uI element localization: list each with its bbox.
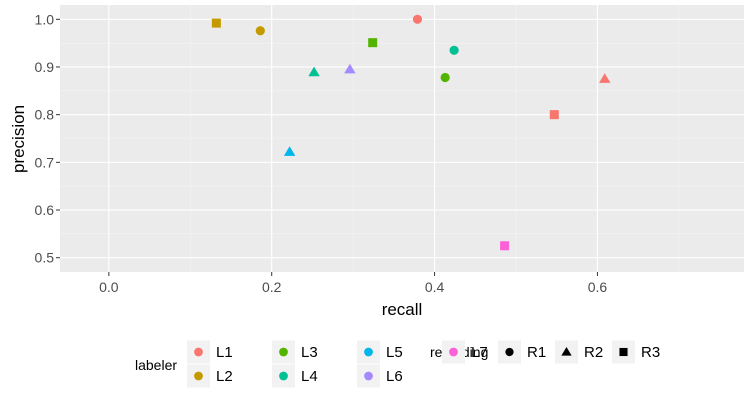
data-point-L4-R1 xyxy=(449,45,459,55)
data-points xyxy=(211,14,611,251)
legend-swatch-R3 xyxy=(619,347,628,357)
legend-label-R3: R3 xyxy=(641,344,660,361)
x-tick-label: 0.0 xyxy=(99,279,119,295)
legend-swatch-L2 xyxy=(194,371,203,381)
legend-swatch-R2 xyxy=(561,346,572,356)
legend-label-L1: L1 xyxy=(216,344,233,361)
axis-ticks: 0.0 0.2 0.4 0.6 0.5 0.6 0.7 0.8 0.9 1.0 xyxy=(35,11,608,295)
legend-swatch-L7 xyxy=(449,347,458,357)
y-tick-label: 0.7 xyxy=(35,154,55,170)
legend-label-L5: L5 xyxy=(386,344,403,361)
data-point-L2-R1 xyxy=(255,26,265,36)
data-point-L1-R1 xyxy=(412,14,423,24)
legend-swatch-R1 xyxy=(505,347,514,357)
legend-label-L2: L2 xyxy=(216,368,233,385)
legend-title-labeler: labeler xyxy=(135,357,177,373)
legend-label-R1: R1 xyxy=(527,344,546,361)
legend-swatch-L4 xyxy=(279,371,288,381)
y-tick-label: 0.6 xyxy=(35,202,55,218)
y-tick-label: 0.9 xyxy=(35,59,55,75)
legend-label-L4: L4 xyxy=(301,368,318,385)
data-point-L7-R3 xyxy=(500,241,510,251)
data-point-L1-R2 xyxy=(599,73,611,83)
data-point-L3-R1 xyxy=(440,72,450,83)
data-point-L2-R3 xyxy=(211,18,221,28)
legend-label-L7: L7 xyxy=(471,344,488,361)
legend-label-R2: R2 xyxy=(584,344,603,361)
y-tick-label: 0.5 xyxy=(35,250,55,266)
legend-swatch-L5 xyxy=(364,347,373,357)
y-tick-label: 0.8 xyxy=(35,107,55,123)
data-point-L5-R2 xyxy=(283,146,296,156)
x-axis-title: recall xyxy=(382,300,423,319)
data-point-L6-R2 xyxy=(344,63,356,74)
legend-label-L6: L6 xyxy=(386,368,403,385)
x-tick-label: 0.6 xyxy=(588,279,608,295)
y-axis-title: precision xyxy=(9,105,28,173)
x-tick-label: 0.4 xyxy=(425,279,445,295)
y-tick-label: 1.0 xyxy=(35,11,55,27)
data-point-L1-R3 xyxy=(549,110,559,120)
x-tick-label: 0.2 xyxy=(262,279,282,295)
legend-swatch-L1 xyxy=(194,347,203,357)
legend-swatch-L3 xyxy=(279,347,288,357)
grid-lines xyxy=(60,5,744,272)
legend-swatch-L6 xyxy=(364,371,373,381)
data-point-L3-R3 xyxy=(368,38,378,48)
data-point-L4-R2 xyxy=(308,66,320,77)
legend-label-L3: L3 xyxy=(301,344,318,361)
